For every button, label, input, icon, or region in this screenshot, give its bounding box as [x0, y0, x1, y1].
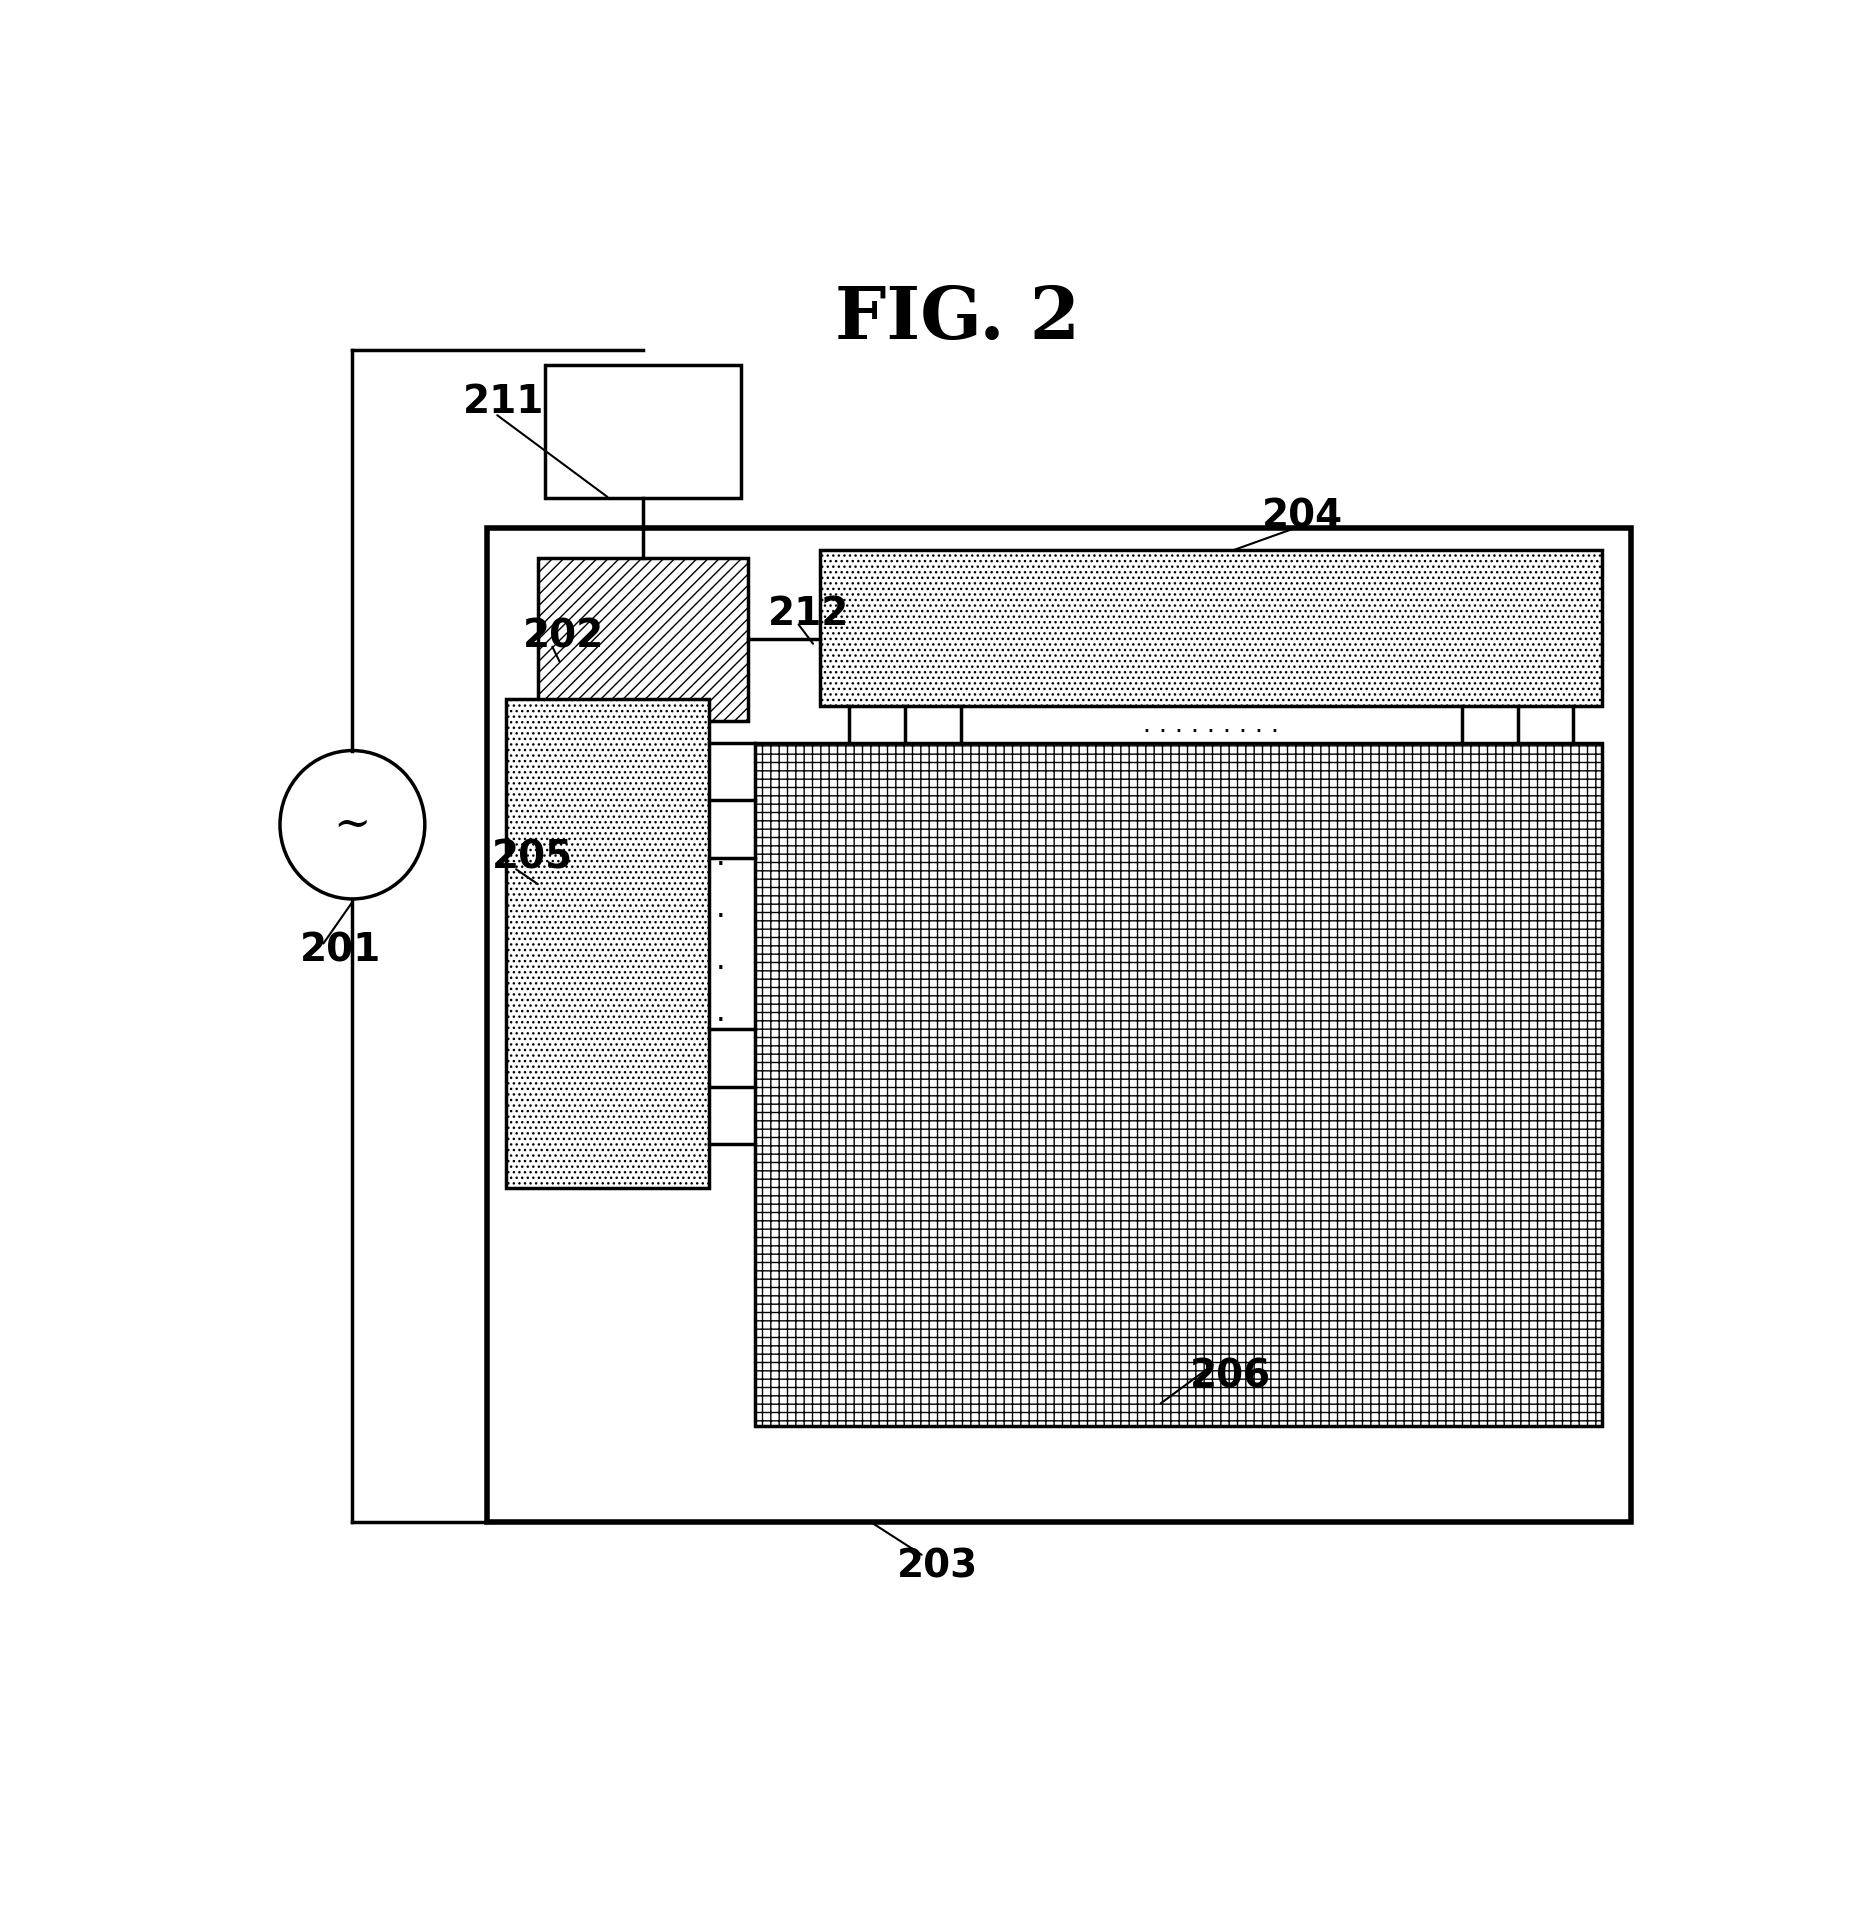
- Text: . . . . . . . . .: . . . . . . . . .: [1144, 713, 1280, 736]
- Text: 205: 205: [492, 838, 572, 877]
- Text: 206: 206: [1191, 1359, 1271, 1395]
- Text: FIG. 2: FIG. 2: [835, 283, 1080, 355]
- Bar: [820, 551, 1602, 705]
- Bar: [538, 557, 748, 721]
- Text: 202: 202: [523, 617, 604, 655]
- Bar: [488, 528, 1632, 1522]
- Text: 204: 204: [1262, 497, 1344, 536]
- Bar: [755, 744, 1602, 1426]
- Text: ·
·
·
·: · · · ·: [716, 852, 725, 1037]
- Text: 203: 203: [897, 1547, 977, 1586]
- Bar: [546, 364, 740, 499]
- Bar: [506, 700, 708, 1189]
- Text: 201: 201: [301, 933, 381, 969]
- Text: 212: 212: [768, 595, 850, 634]
- Text: 211: 211: [462, 383, 544, 420]
- Text: ~: ~: [335, 804, 372, 846]
- Circle shape: [280, 752, 424, 898]
